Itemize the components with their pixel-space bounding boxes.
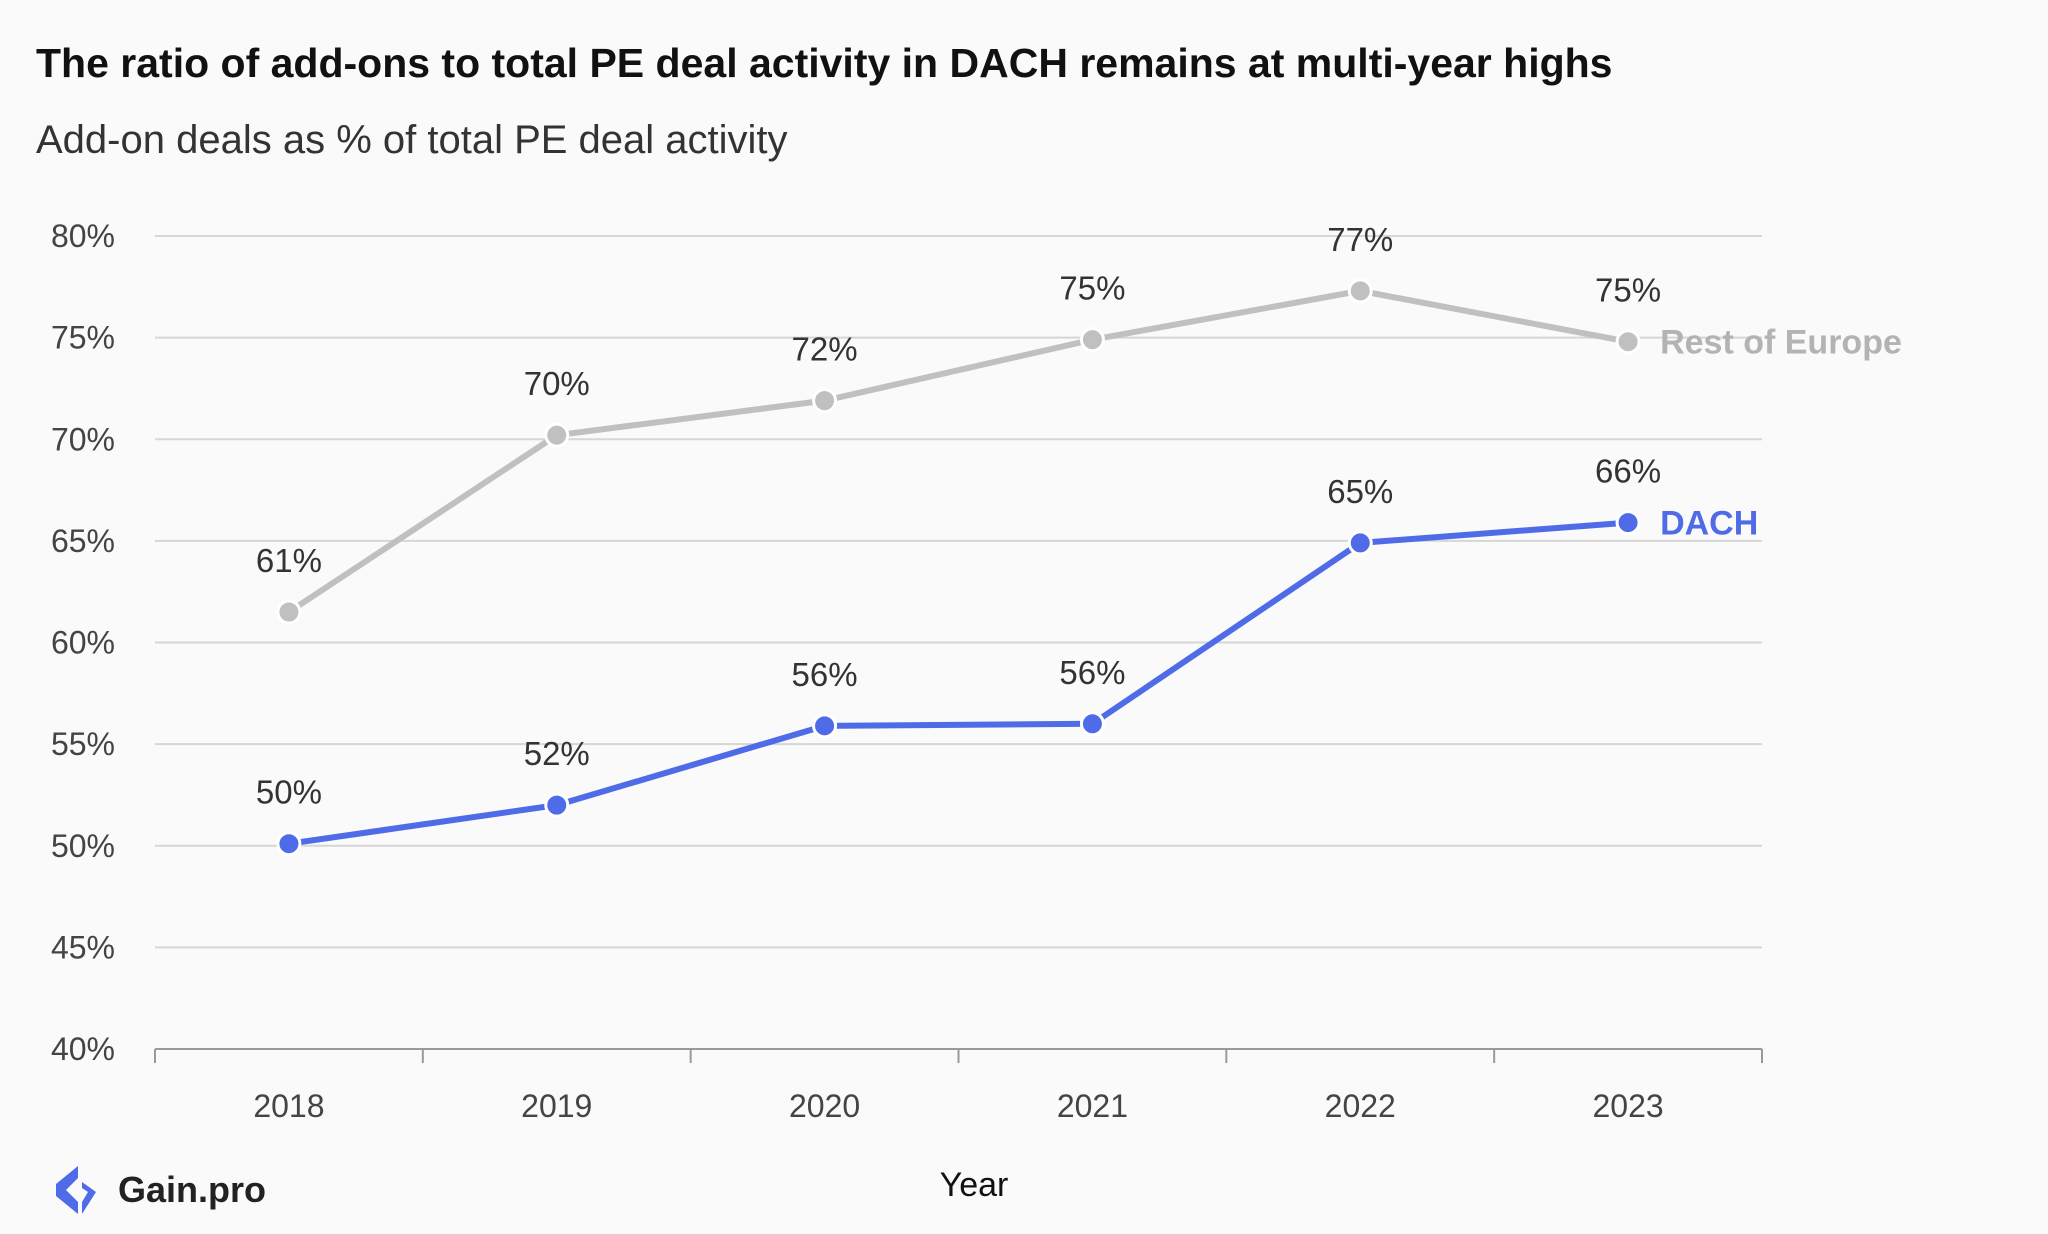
data-label-dach: 52%: [524, 735, 590, 772]
series-lines: [287, 287, 1629, 847]
data-point-dach: [812, 713, 838, 739]
brand-name: Gain.pro: [118, 1169, 267, 1210]
data-point-dach: [544, 792, 570, 818]
chart-subtitle: Add-on deals as % of total PE deal activ…: [36, 118, 788, 162]
series-line-rest-of-europe: [287, 287, 1629, 615]
x-tick-label: 2020: [789, 1088, 860, 1124]
y-tick-label: 55%: [51, 726, 115, 762]
x-tick-label: 2022: [1325, 1088, 1396, 1124]
y-tick-label: 75%: [51, 320, 115, 356]
y-tick-label: 40%: [51, 1031, 115, 1067]
data-label-dach: 50%: [256, 774, 322, 811]
data-point-rest-of-europe: [1079, 327, 1105, 353]
y-axis-ticks: 40% 45% 50% 55% 60% 65% 70% 75% 80%: [51, 218, 115, 1067]
data-point-dach: [1079, 711, 1105, 737]
y-tick-label: 50%: [51, 828, 115, 864]
data-label-rest-of-europe: 72%: [792, 331, 858, 368]
data-label-rest-of-europe: 75%: [1059, 270, 1125, 307]
y-tick-label: 45%: [51, 929, 115, 965]
y-tick-label: 65%: [51, 523, 115, 559]
series-label-dach: DACH: [1660, 505, 1758, 543]
data-label-rest-of-europe: 70%: [524, 365, 590, 402]
y-tick-label: 80%: [51, 218, 115, 254]
data-labels: 61% 70% 72% 75% 77% 75% Rest of Europe 50% 52% 56…: [256, 221, 1902, 811]
chart-title: The ratio of add-ons to total PE deal ac…: [36, 40, 1613, 86]
data-point-rest-of-europe: [544, 422, 570, 448]
data-label-dach: 66%: [1595, 453, 1661, 490]
data-label-rest-of-europe: 75%: [1595, 272, 1661, 309]
x-axis-label: Year: [940, 1166, 1009, 1204]
data-label-dach: 65%: [1327, 473, 1393, 510]
x-tick-label: 2023: [1592, 1088, 1663, 1124]
data-point-rest-of-europe: [812, 388, 838, 414]
gridlines: [155, 235, 1762, 949]
series-label-rest-of-europe: Rest of Europe: [1660, 324, 1902, 362]
data-point-dach: [1347, 530, 1373, 556]
series-points: [276, 278, 1641, 857]
x-tick-label: 2018: [253, 1088, 324, 1124]
data-point-dach: [276, 831, 302, 857]
x-axis: 2018 2019 2020 2021 2022 2023: [154, 1048, 1763, 1124]
data-point-rest-of-europe: [1347, 278, 1373, 304]
data-point-dach: [1615, 510, 1641, 536]
gain-logo-icon: [56, 1166, 96, 1214]
data-point-rest-of-europe: [276, 599, 302, 625]
brand-logo: Gain.pro: [48, 1162, 266, 1218]
data-label-rest-of-europe: 77%: [1327, 221, 1393, 258]
x-tick-label: 2019: [521, 1088, 592, 1124]
data-label-dach: 56%: [1059, 654, 1125, 691]
data-label-dach: 56%: [792, 656, 858, 693]
y-tick-label: 60%: [51, 625, 115, 661]
x-tick-label: 2021: [1057, 1088, 1128, 1124]
data-label-rest-of-europe: 61%: [256, 542, 322, 579]
data-point-rest-of-europe: [1615, 329, 1641, 355]
series-line-dach: [288, 519, 1629, 847]
y-tick-label: 70%: [51, 421, 115, 457]
